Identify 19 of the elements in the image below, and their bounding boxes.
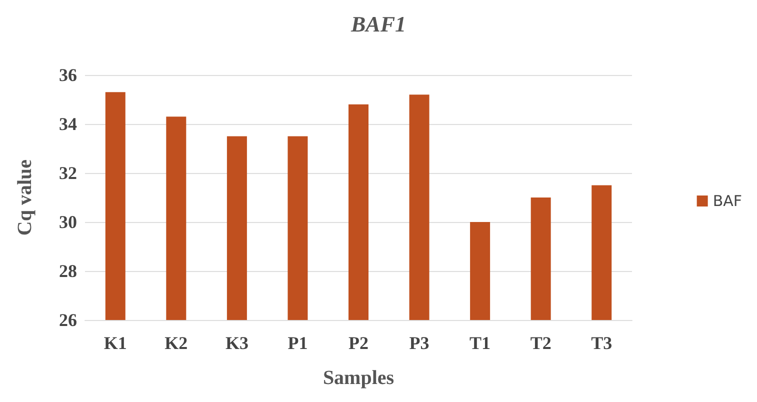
- x-tick-label: K2: [164, 333, 188, 353]
- y-tick-label: 30: [59, 212, 77, 232]
- x-tick-label: T3: [591, 333, 612, 353]
- x-tick-label: T1: [470, 333, 491, 353]
- y-tick-label: 34: [59, 114, 77, 134]
- x-tick-label: K1: [104, 333, 127, 353]
- y-tick-label: 32: [59, 163, 77, 183]
- x-tick-label: K3: [225, 333, 248, 353]
- chart-title: BAF1: [350, 12, 406, 36]
- y-tick-label: 36: [59, 65, 77, 85]
- y-tick-label: 28: [59, 261, 77, 281]
- y-axis-title: Cq value: [14, 159, 36, 236]
- y-tick-label: 26: [59, 310, 77, 330]
- x-tick-label: P2: [348, 333, 368, 353]
- x-tick-label: T2: [530, 333, 552, 353]
- x-tick-label: P3: [409, 333, 430, 353]
- x-tick-label: P1: [288, 333, 308, 353]
- legend-label: BAF: [712, 192, 742, 210]
- x-axis-title: Samples: [322, 367, 394, 389]
